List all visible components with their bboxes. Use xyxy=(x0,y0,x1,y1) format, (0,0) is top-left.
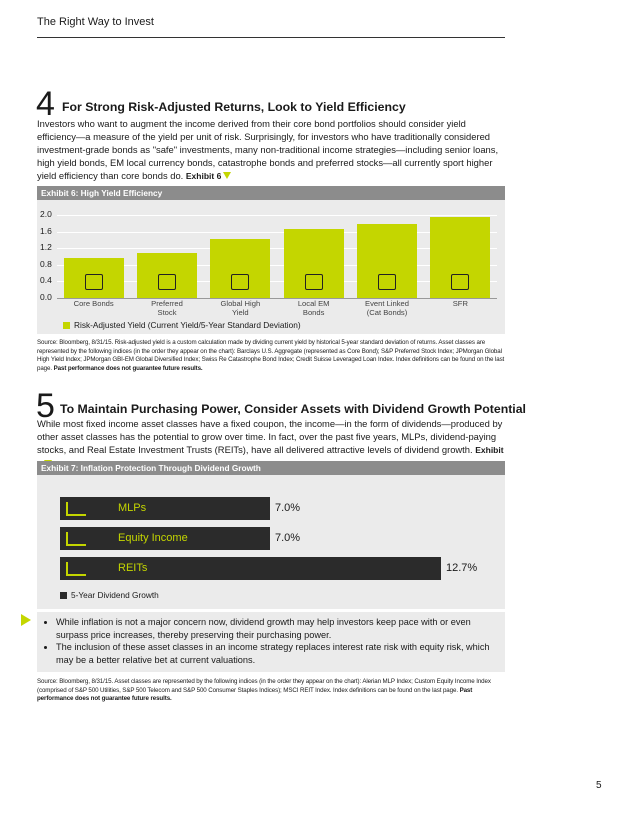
grid-line xyxy=(57,281,497,283)
x-tick-label: Local EM Bonds xyxy=(297,299,330,317)
x-tick-label: Preferred Stock xyxy=(151,299,183,317)
y-tick-label: 1.6 xyxy=(40,225,52,236)
ref-arrow xyxy=(223,172,232,179)
exhibit-title: Exhibit 6: High Yield Efficiency xyxy=(37,186,505,200)
grid-line xyxy=(57,264,497,266)
bar-icon xyxy=(84,274,103,290)
source: Source: Bloomberg, 8/31/15. Risk-adjuste… xyxy=(37,339,507,373)
grid-line xyxy=(57,231,497,233)
y-tick-label: 1.2 xyxy=(40,242,52,253)
bar xyxy=(430,217,491,298)
y-tick-label: 0.0 xyxy=(40,292,52,302)
bar-icon xyxy=(231,274,250,290)
bar-icon xyxy=(451,274,470,290)
section-heading: To Maintain Purchasing Power, Consider A… xyxy=(60,402,526,416)
bar-icon xyxy=(66,532,86,546)
section-heading: For Strong Risk-Adjusted Returns, Look t… xyxy=(62,100,406,114)
x-tick-label: SFR xyxy=(452,299,468,308)
body-text: While most fixed income asset classes ha… xyxy=(37,418,503,455)
value-label: 12.7% xyxy=(446,562,478,574)
bar-icon xyxy=(66,502,86,516)
bar-label: MLPs xyxy=(118,502,147,514)
chart: MLPs 7.0% Equity Income 7.0% REITs 12.7% 5-Yea… xyxy=(37,475,505,609)
y-tick-label: 2.0 xyxy=(40,209,52,220)
legend-label: Risk-Adjusted Yield (Current Yield/5-Yea… xyxy=(74,320,301,330)
exhibit-ref[interactable]: Exhibit 6 xyxy=(185,171,222,181)
body-text: Investors who want to augment the income… xyxy=(37,118,499,181)
bar-icon xyxy=(66,562,86,576)
grid-line xyxy=(57,248,497,250)
bar xyxy=(60,527,270,550)
x-tick-label: Global High Yield xyxy=(220,299,261,317)
source: Source: Bloomberg, 8/31/15. Asset classe… xyxy=(37,678,507,704)
section-number: 5 xyxy=(36,387,55,425)
source-text: Source: Bloomberg, 8/31/15. Asset classe… xyxy=(37,678,491,694)
disclaimer: Past performance does not guarantee futu… xyxy=(37,686,473,703)
exhibit-title: Exhibit 7: Inflation Protection Through … xyxy=(37,461,505,475)
x-tick-label: Event Linked (Cat Bonds) xyxy=(365,299,409,317)
bar xyxy=(137,252,197,298)
bar xyxy=(60,557,441,580)
y-tick-label: 0.4 xyxy=(40,275,52,286)
header-title: The Right Way to Invest xyxy=(37,16,154,28)
section-body: Investors who want to augment the income… xyxy=(37,117,507,183)
page-number: 5 xyxy=(596,780,602,791)
section-number: 4 xyxy=(36,85,55,123)
bar xyxy=(210,239,271,298)
disclaimer: Past performance does not guarantee futu… xyxy=(53,364,203,372)
bar xyxy=(283,228,344,298)
bullet-list: While inflation is not a major concern n… xyxy=(42,616,500,666)
legend-label: 5-Year Dividend Growth xyxy=(71,590,159,600)
value-label: 7.0% xyxy=(275,502,301,514)
legend-swatch xyxy=(60,592,67,599)
axis-line xyxy=(57,298,497,299)
bar-icon xyxy=(158,274,176,290)
value-label: 7.0% xyxy=(275,532,301,544)
bar-label: Equity Income xyxy=(118,532,188,544)
bar-icon xyxy=(378,274,396,290)
source-text: Source: Bloomberg, 8/31/15. Risk-adjuste… xyxy=(37,339,505,372)
grid-line xyxy=(57,215,497,217)
chart: 0.0 0.4 0.8 1.2 1.6 2.0 Core Bonds Preferred St… xyxy=(37,200,505,334)
y-tick-label: 0.8 xyxy=(40,258,52,269)
bar-label: REITs xyxy=(118,562,148,574)
bar xyxy=(63,258,124,298)
bullet: While inflation is not a major concern n… xyxy=(56,616,500,641)
bar-icon xyxy=(304,274,323,290)
header-rule xyxy=(37,37,505,38)
bar xyxy=(357,223,417,298)
x-tick-label: Core Bonds xyxy=(73,299,114,308)
bullet: The inclusion of these asset classes in … xyxy=(56,641,500,666)
bar xyxy=(60,497,270,520)
bullet-box: While inflation is not a major concern n… xyxy=(37,612,505,672)
bullet-marker xyxy=(21,614,31,626)
legend-swatch xyxy=(63,322,70,329)
